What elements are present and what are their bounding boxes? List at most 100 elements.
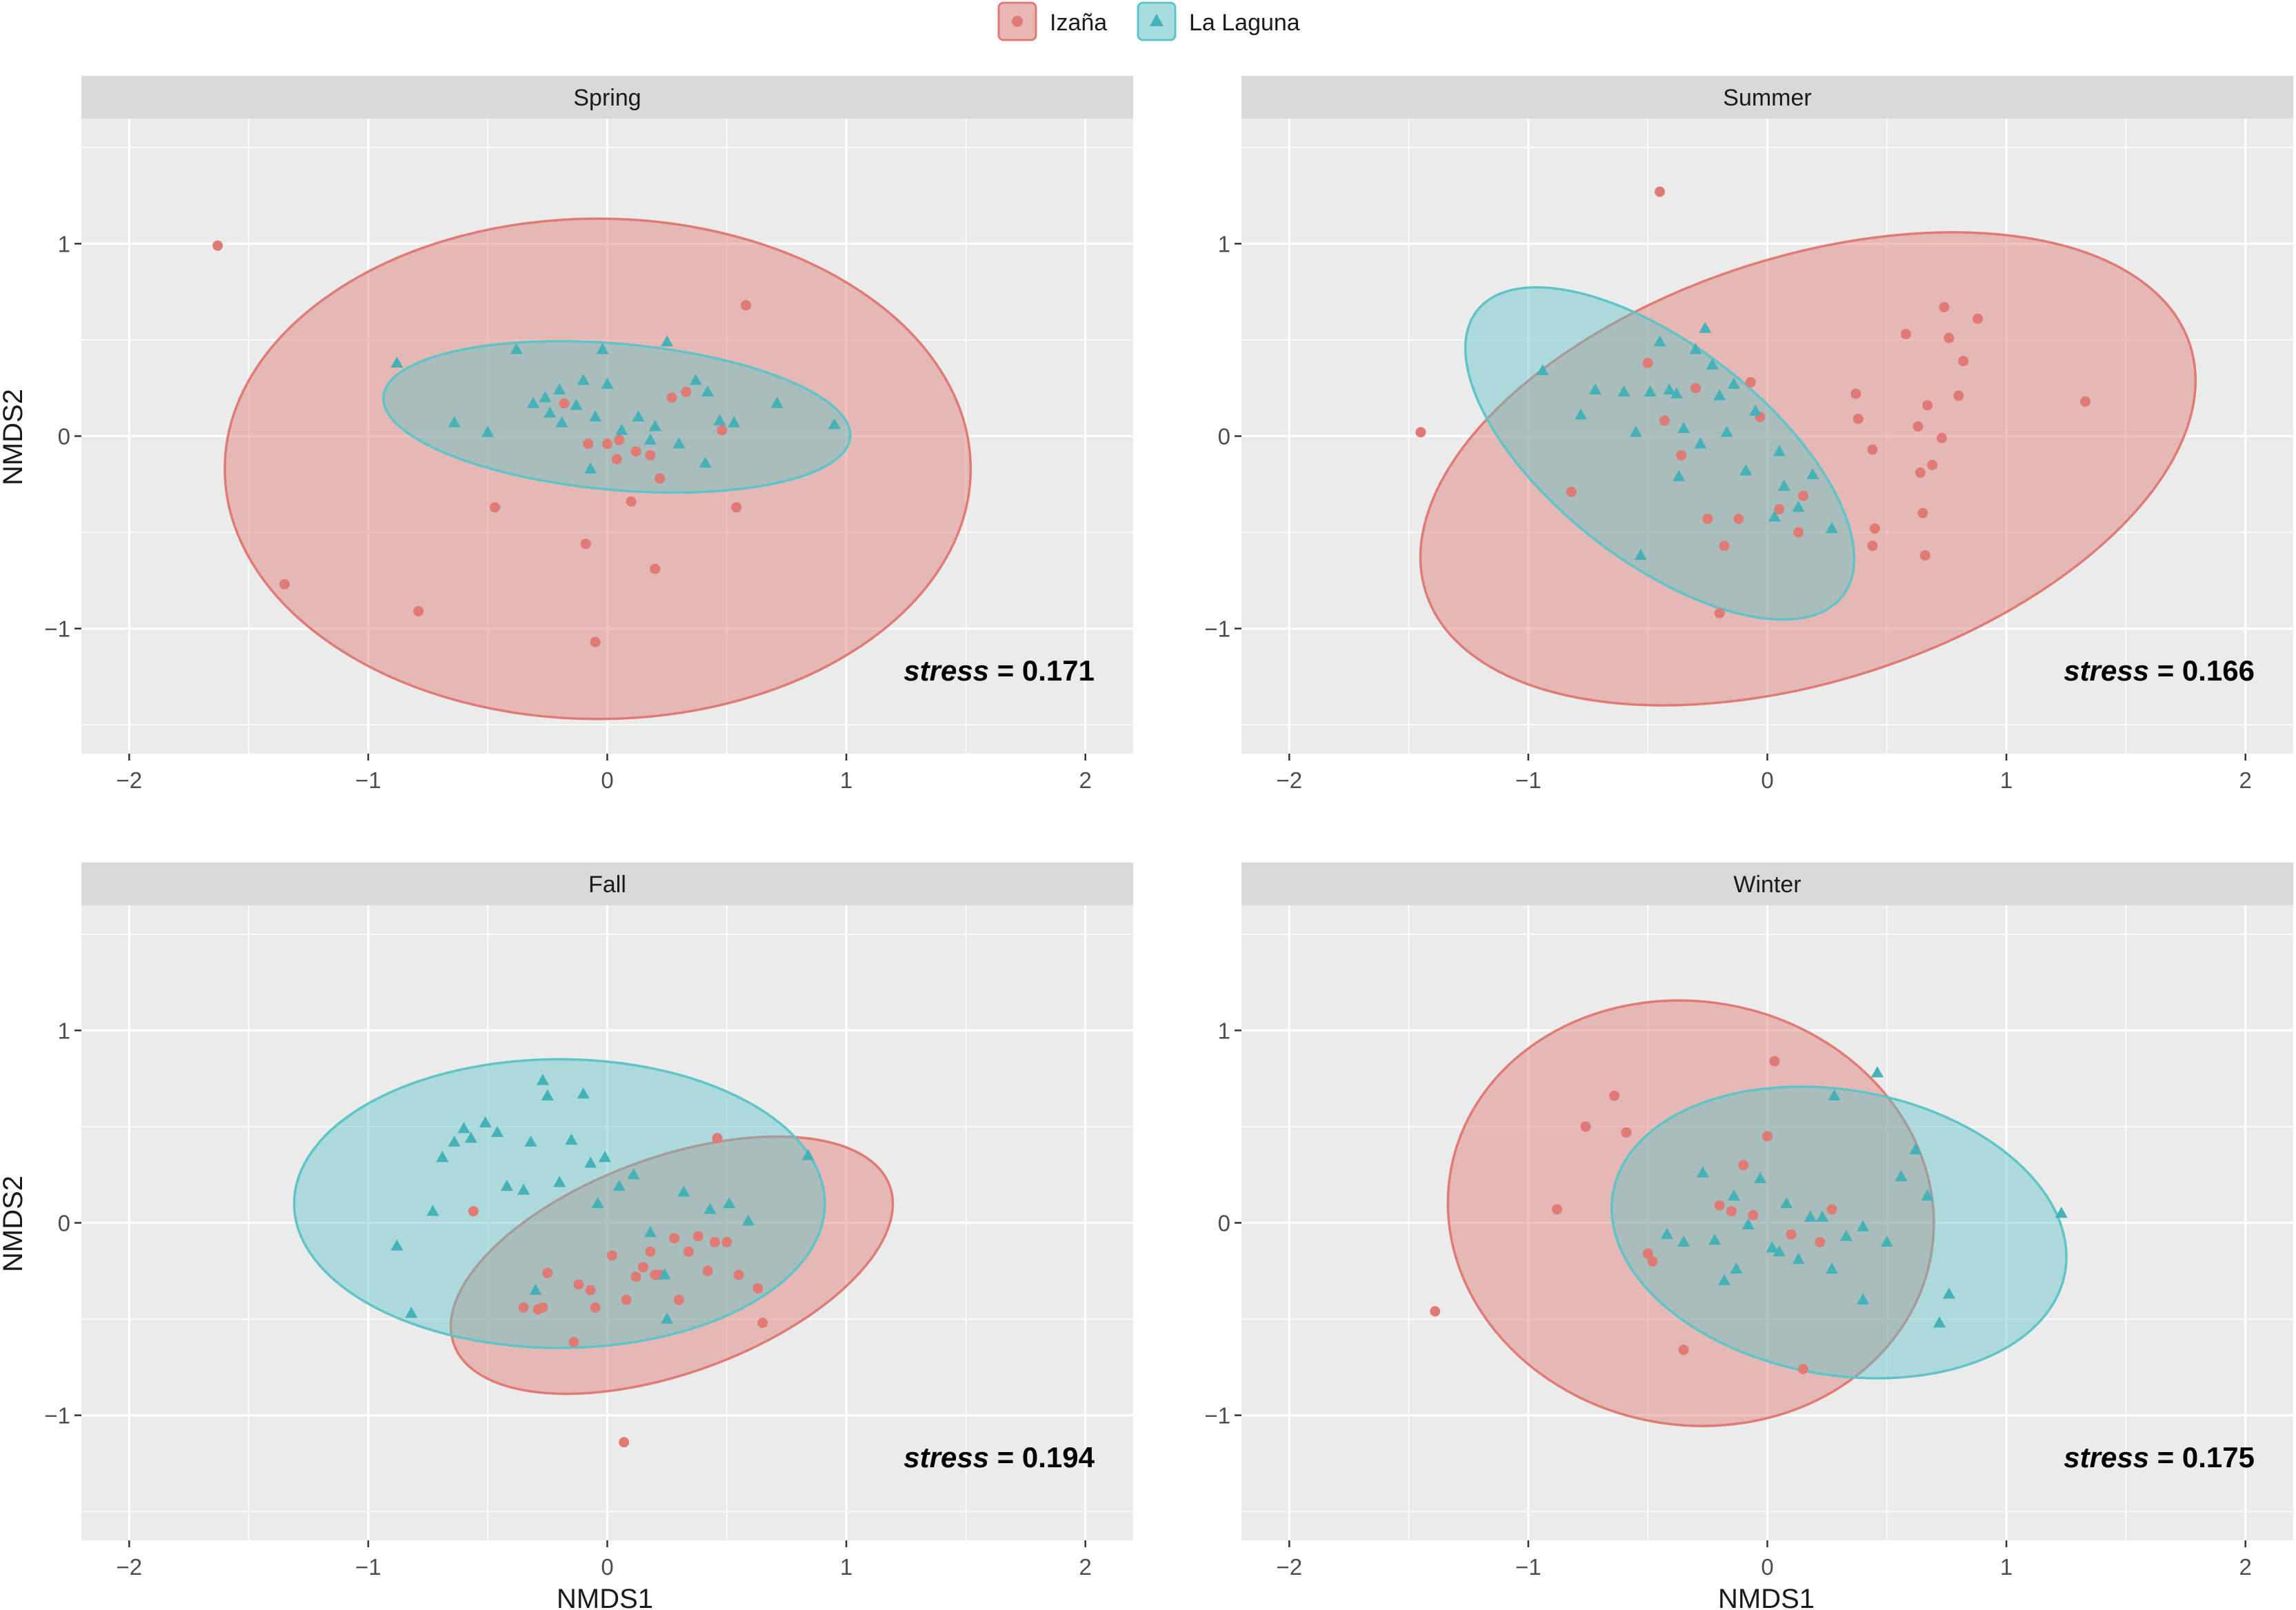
point-izana — [1690, 383, 1701, 394]
point-izana — [559, 398, 570, 409]
point-izana — [1919, 550, 1930, 561]
point-la-laguna — [1933, 1316, 1946, 1328]
point-izana — [1769, 1056, 1780, 1067]
point-izana — [1853, 413, 1864, 424]
point-la-laguna — [584, 1156, 597, 1168]
point-la-laguna — [1588, 383, 1601, 395]
y-tick-label: 0 — [58, 1211, 70, 1236]
point-la-laguna — [701, 385, 715, 396]
point-la-laguna — [677, 1185, 690, 1197]
y-tick-label: 0 — [1218, 424, 1230, 450]
point-la-laguna — [672, 437, 686, 449]
x-tick-label: 0 — [1761, 767, 1773, 793]
point-izana — [1958, 356, 1969, 367]
point-la-laguna — [1780, 1197, 1793, 1209]
point-izana — [1642, 357, 1653, 368]
point-izana — [1917, 507, 1928, 519]
point-la-laguna — [661, 1312, 674, 1324]
point-la-laguna — [584, 462, 597, 474]
point-izana — [585, 1285, 596, 1296]
point-la-laguna — [612, 1179, 626, 1191]
point-izana — [568, 1337, 579, 1348]
point-izana — [1939, 302, 1950, 313]
point-izana — [669, 1233, 680, 1244]
point-la-laguna — [448, 416, 461, 427]
point-izana — [212, 240, 223, 251]
point-la-laguna — [1689, 343, 1702, 354]
point-la-laguna — [601, 377, 614, 389]
x-tick-label: −2 — [117, 1554, 143, 1580]
point-la-laguna — [596, 343, 609, 354]
point-la-laguna — [1773, 1245, 1786, 1257]
facet-strip — [1241, 76, 2293, 119]
point-izana — [637, 1262, 648, 1273]
point-izana — [721, 1236, 732, 1247]
point-izana — [1733, 514, 1744, 525]
point-la-laguna — [1629, 425, 1642, 437]
y-tick-label: 1 — [58, 1018, 70, 1043]
confidence-ellipse-la-laguna — [382, 340, 852, 494]
point-izana — [1867, 444, 1878, 455]
point-izana — [2079, 396, 2090, 407]
point-izana — [1702, 514, 1713, 525]
point-izana — [1566, 486, 1577, 497]
point-izana — [1944, 332, 1955, 343]
stress-annotation: stress = 0.175 — [2064, 1441, 2255, 1473]
point-la-laguna — [448, 1135, 461, 1147]
point-la-laguna — [703, 1203, 717, 1214]
x-tick-label: 2 — [2239, 767, 2252, 793]
point-la-laguna — [541, 1089, 554, 1100]
point-la-laguna — [1806, 467, 1819, 479]
x-tick-label: 1 — [840, 767, 852, 793]
point-izana — [731, 502, 742, 513]
point-la-laguna — [1921, 1189, 1934, 1201]
point-izana — [733, 1269, 744, 1280]
x-tick-label: 1 — [2000, 1554, 2013, 1580]
point-la-laguna — [689, 374, 702, 385]
point-izana — [279, 578, 290, 590]
point-la-laguna — [1634, 549, 1647, 561]
point-izana — [645, 1246, 656, 1257]
point-la-laguna — [390, 1239, 403, 1251]
point-la-laguna — [1696, 1166, 1709, 1178]
confidence-ellipse-la-laguna — [292, 1058, 826, 1349]
point-izana — [611, 454, 622, 465]
point-la-laguna — [426, 1205, 439, 1216]
x-tick-label: 0 — [601, 767, 613, 793]
confidence-ellipse-izana — [449, 1135, 895, 1396]
legend-symbol-laguna — [1150, 14, 1164, 26]
stress-annotation: stress = 0.194 — [904, 1441, 1095, 1473]
stress-label: stress — [2064, 654, 2149, 687]
point-izana — [1714, 607, 1725, 618]
point-la-laguna — [1660, 1227, 1673, 1239]
facet-title: Spring — [573, 85, 641, 111]
point-izana — [645, 450, 656, 461]
point-izana — [1797, 1364, 1808, 1375]
point-la-laguna — [728, 416, 741, 427]
point-la-laguna — [1773, 445, 1786, 456]
x-tick-label: −2 — [1277, 767, 1303, 793]
point-la-laguna — [1536, 364, 1549, 376]
point-la-laguna — [1727, 1189, 1741, 1201]
point-izana — [1869, 523, 1880, 534]
point-izana — [537, 1302, 548, 1313]
point-la-laguna — [1713, 389, 1726, 401]
point-la-laguna — [1653, 335, 1666, 347]
point-izana — [757, 1318, 768, 1329]
panel-spring: Spring −2 −1 0 1 2 −1 0 1 stress = 0.171 — [44, 76, 1133, 793]
x-tick-label: 2 — [2239, 1554, 2252, 1580]
legend-symbol-izana — [1012, 16, 1023, 27]
point-la-laguna — [457, 1122, 470, 1134]
point-izana — [673, 1294, 684, 1305]
x-tick-label: 2 — [1079, 767, 1092, 793]
facet-title: Fall — [588, 872, 626, 898]
point-la-laguna — [1766, 1241, 1779, 1253]
point-izana — [752, 1282, 763, 1294]
point-la-laguna — [1826, 1262, 1839, 1274]
point-la-laguna — [1644, 385, 1657, 396]
point-la-laguna — [529, 1283, 542, 1295]
point-izana — [1552, 1204, 1562, 1215]
point-la-laguna — [1857, 1220, 1870, 1231]
x-tick-label: 2 — [1079, 1554, 1092, 1580]
